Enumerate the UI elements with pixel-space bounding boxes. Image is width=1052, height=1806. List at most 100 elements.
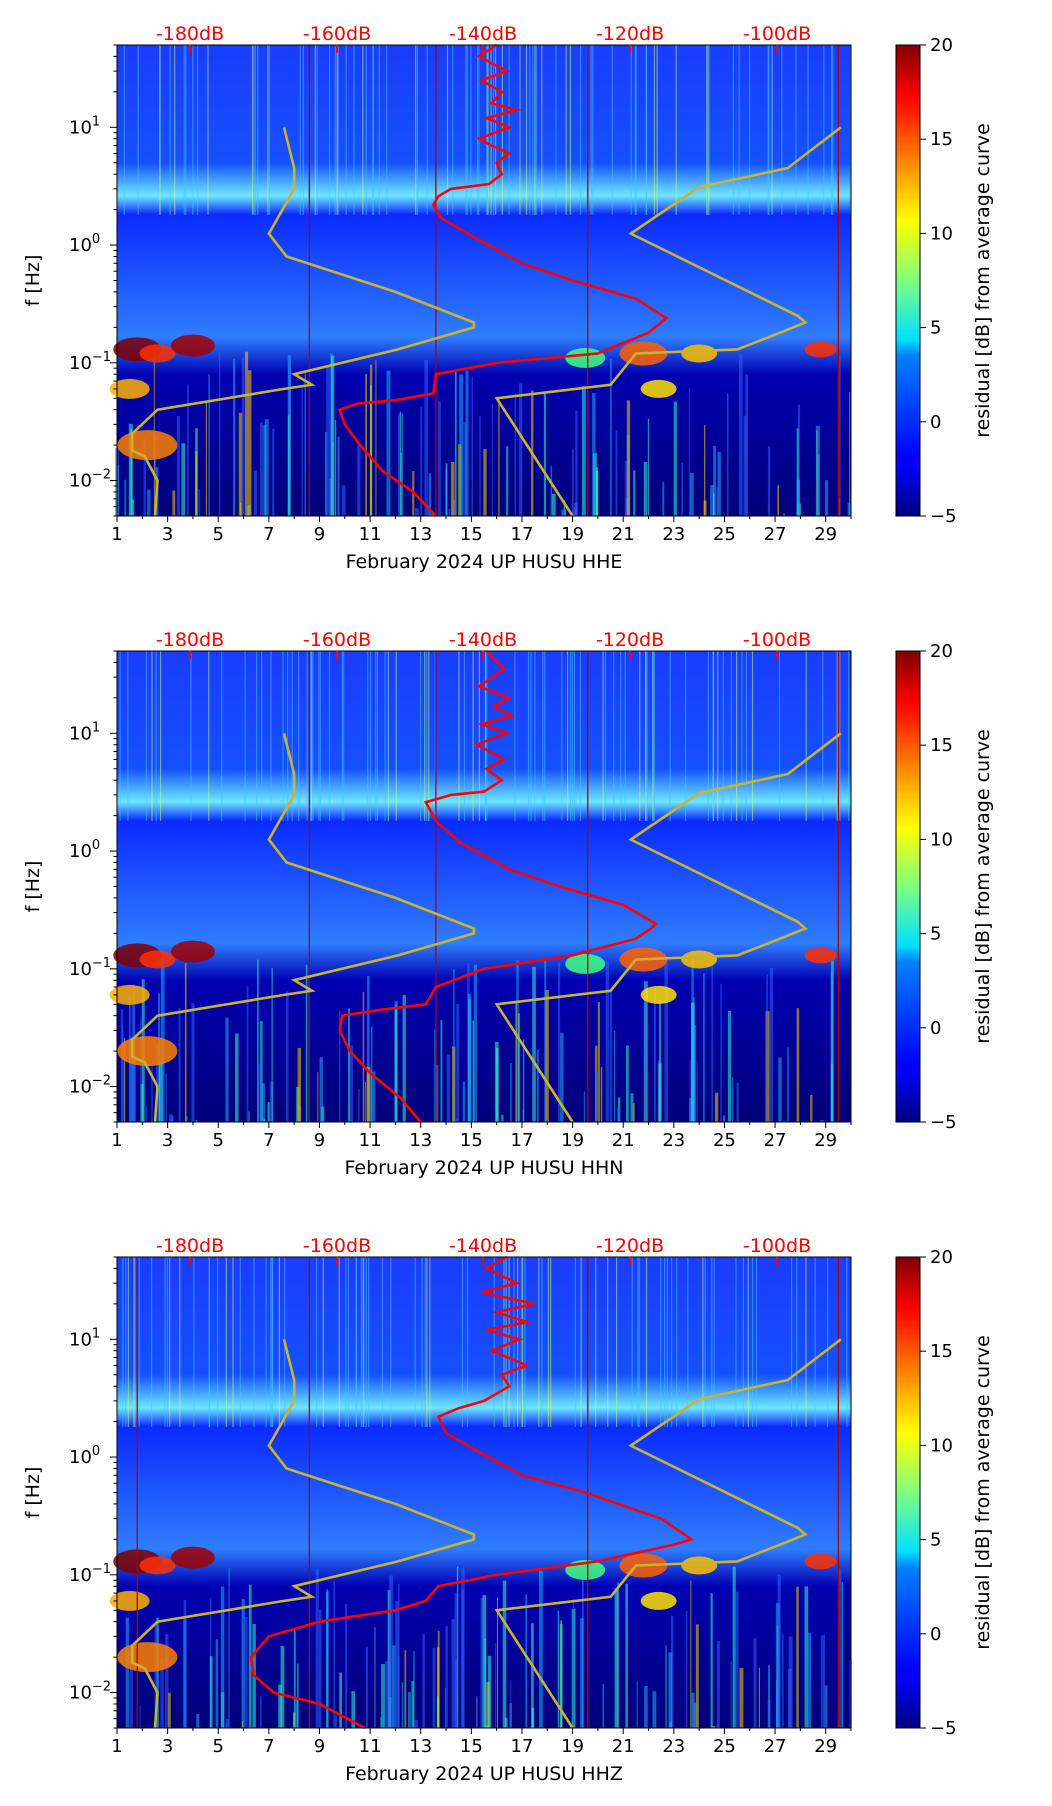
colorbar-tick-label: 20 (930, 641, 953, 662)
x-tick-label: 15 (460, 524, 483, 545)
energy-blob (109, 984, 150, 1005)
x-tick-label: 21 (612, 1130, 635, 1151)
top-db-label: -140dB (449, 629, 517, 651)
y-tick-label: 100 (69, 838, 100, 862)
noise-model-low-curve (130, 732, 476, 1123)
colorbar (895, 44, 921, 517)
energy-blob (170, 334, 215, 357)
x-tick-label: 19 (561, 1130, 584, 1151)
top-db-label: -120dB (596, 629, 664, 651)
noise-model-high-curve (494, 126, 842, 517)
top-db-label: -180dB (156, 629, 224, 651)
x-tick-label: 29 (814, 1736, 837, 1757)
x-tick-label: 7 (263, 1130, 274, 1151)
x-axis-title: February 2024 UP HUSU HHE (346, 551, 623, 573)
colorbar-tick-label: 10 (930, 223, 953, 244)
top-db-label: -160dB (303, 23, 371, 45)
colorbar-tick-label: 0 (930, 412, 941, 433)
y-tick-label: 10−2 (69, 1074, 111, 1098)
x-tick-label: 13 (409, 524, 432, 545)
x-axis-title: February 2024 UP HUSU HHZ (345, 1763, 623, 1785)
colorbar-tick-label: 15 (930, 129, 953, 150)
colorbar-tick-label: 5 (930, 924, 941, 945)
x-tick-label: 7 (263, 524, 274, 545)
top-db-label: -160dB (303, 1235, 371, 1257)
top-db-label: -180dB (156, 1235, 224, 1257)
x-tick-label: 25 (713, 1130, 736, 1151)
energy-blob (117, 1036, 178, 1067)
y-tick-label: 101 (69, 720, 100, 744)
y-tick-label: 10−1 (69, 350, 111, 374)
energy-blob (640, 1591, 677, 1610)
colorbar-label: residual [dB] from average curve (972, 729, 994, 1044)
x-tick-label: 3 (162, 524, 173, 545)
x-tick-label: 7 (263, 1736, 274, 1757)
x-tick-label: 17 (511, 524, 534, 545)
energy-blob (640, 985, 677, 1004)
x-tick-label: 9 (314, 1736, 325, 1757)
y-tick-label: 10−1 (69, 956, 111, 980)
colorbar-label: residual [dB] from average curve (972, 123, 994, 438)
colorbar-tick-label: 5 (930, 318, 941, 339)
x-tick-label: 29 (814, 1130, 837, 1151)
colorbar-tick-label: −5 (930, 1718, 957, 1739)
x-tick-label: 23 (662, 1736, 685, 1757)
energy-blob (170, 1546, 215, 1569)
x-tick-label: 15 (460, 1736, 483, 1757)
x-tick-label: 11 (359, 1736, 382, 1757)
y-tick-label: 100 (69, 1444, 100, 1468)
x-tick-label: 21 (612, 1736, 635, 1757)
x-tick-label: 11 (359, 1130, 382, 1151)
energy-blob (117, 1642, 178, 1673)
colorbar-tick-label: 20 (930, 1247, 953, 1268)
energy-blob (109, 1590, 150, 1611)
top-db-label: -180dB (156, 23, 224, 45)
top-db-label: -120dB (596, 1235, 664, 1257)
top-db-label: -100dB (743, 629, 811, 651)
colorbar-tick-label: −5 (930, 506, 957, 527)
y-axis-label: f [Hz] (22, 1467, 44, 1519)
y-axis-label: f [Hz] (22, 255, 44, 307)
x-axis-title: February 2024 UP HUSU HHN (344, 1157, 623, 1179)
top-db-label: -140dB (449, 23, 517, 45)
energy-blob (640, 379, 677, 398)
energy-blob (139, 344, 176, 363)
x-tick-label: 27 (764, 1736, 787, 1757)
colorbar-tick-label: 10 (930, 829, 953, 850)
top-db-label: -160dB (303, 629, 371, 651)
energy-blob (109, 378, 150, 399)
colorbar-label: residual [dB] from average curve (972, 1335, 994, 1650)
colorbar (895, 650, 921, 1123)
x-tick-label: 13 (409, 1130, 432, 1151)
x-tick-label: 21 (612, 524, 635, 545)
x-tick-label: 29 (814, 524, 837, 545)
energy-blob (565, 347, 606, 368)
y-tick-label: 10−1 (69, 1562, 111, 1586)
energy-blob (681, 1556, 718, 1575)
x-tick-label: 3 (162, 1130, 173, 1151)
energy-blob (804, 1553, 837, 1570)
average-power-curve (338, 43, 669, 517)
x-tick-label: 9 (314, 1130, 325, 1151)
top-db-label: -100dB (743, 1235, 811, 1257)
noise-model-low-curve (130, 1338, 476, 1729)
colorbar-tick-label: 5 (930, 1530, 941, 1551)
x-tick-label: 1 (111, 524, 122, 545)
top-db-label: -100dB (743, 23, 811, 45)
x-tick-label: 9 (314, 524, 325, 545)
x-tick-label: 13 (409, 1736, 432, 1757)
x-tick-label: 25 (713, 1736, 736, 1757)
average-power-curve (249, 1255, 695, 1730)
noise-model-low-curve (130, 126, 476, 517)
x-tick-label: 19 (561, 524, 584, 545)
x-tick-label: 17 (511, 1130, 534, 1151)
x-tick-label: 3 (162, 1736, 173, 1757)
x-tick-label: 1 (111, 1130, 122, 1151)
colorbar (895, 1256, 921, 1729)
colorbar-tick-label: 20 (930, 35, 953, 56)
y-tick-label: 100 (69, 232, 100, 256)
colorbar-tick-label: −5 (930, 1112, 957, 1133)
